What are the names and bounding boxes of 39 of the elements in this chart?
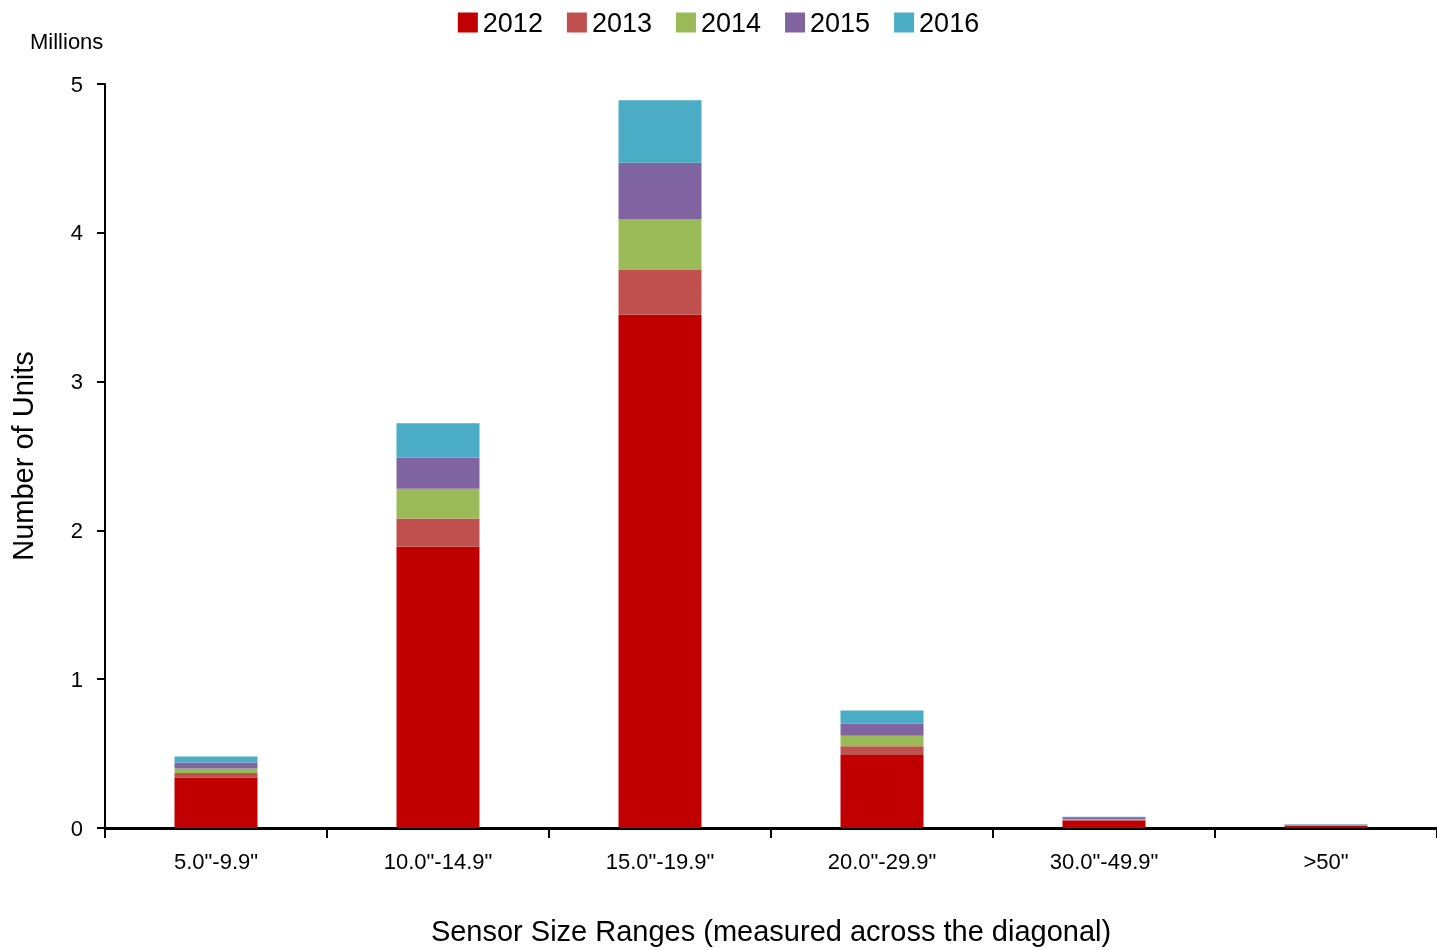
y-tick-label: 2	[70, 517, 83, 543]
bar	[1062, 820, 1146, 828]
bar	[396, 518, 480, 547]
bar	[396, 423, 480, 458]
y-axis-title: Number of Units	[6, 351, 39, 561]
bar	[618, 162, 702, 220]
x-tick-label: >50"	[1303, 848, 1349, 874]
bar	[840, 755, 924, 828]
y-tick-label: 1	[70, 666, 83, 692]
x-tick-label: 10.0"-14.9"	[383, 848, 493, 874]
bar	[840, 746, 924, 756]
y-tick-label: 4	[70, 220, 83, 246]
bar	[396, 457, 480, 489]
bar	[618, 219, 702, 270]
x-tick-label: 15.0"-19.9"	[605, 848, 715, 874]
text: Millions	[30, 28, 104, 54]
legend-label: 2012	[482, 7, 543, 38]
legend-label: 2015	[810, 7, 871, 38]
y-tick-label: 5	[70, 71, 83, 97]
legend-label: 2016	[919, 7, 980, 38]
bar	[618, 314, 702, 828]
x-tick-label: 20.0"-29.9"	[827, 848, 937, 874]
x-tick-label: 30.0"-49.9"	[1049, 848, 1159, 874]
bar	[618, 270, 702, 315]
bar	[840, 710, 924, 724]
y-tick-label: 3	[70, 369, 83, 395]
bar	[174, 768, 258, 773]
bar	[618, 100, 702, 163]
legend-label: 2014	[700, 7, 762, 38]
y-tick-label: 0	[70, 815, 83, 841]
bar	[174, 756, 258, 763]
bar	[174, 777, 258, 828]
x-tick-label: 5.0"-9.9"	[173, 848, 259, 874]
x-axis-title: Sensor Size Ranges (measured across the diagonal)	[430, 914, 1112, 947]
bar	[396, 546, 480, 828]
bar	[840, 735, 924, 747]
bar	[840, 723, 924, 736]
bar	[396, 488, 480, 519]
legend-label: 2013	[591, 7, 652, 38]
